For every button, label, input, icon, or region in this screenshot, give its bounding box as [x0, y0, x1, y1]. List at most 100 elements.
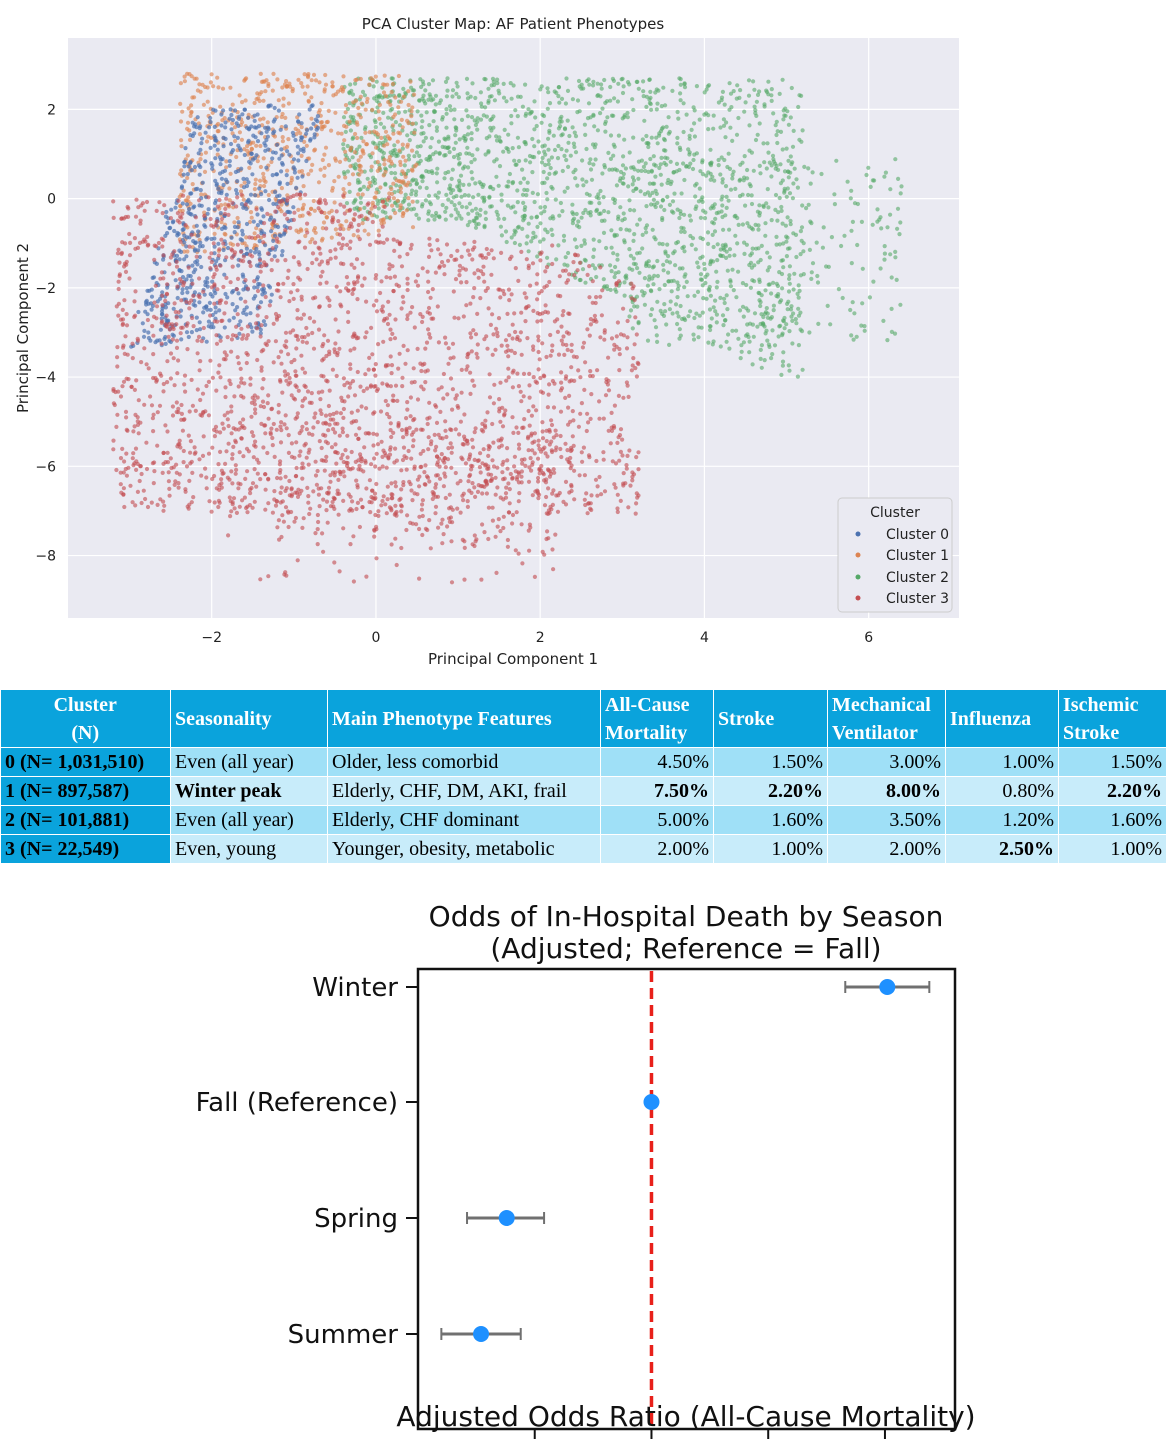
scatter-point-cluster-1 [396, 105, 400, 109]
scatter-point-cluster-3 [116, 314, 120, 318]
scatter-point-cluster-0 [198, 327, 202, 331]
scatter-point-cluster-3 [300, 526, 304, 530]
scatter-point-cluster-2 [779, 130, 783, 134]
scatter-point-cluster-3 [125, 260, 129, 264]
scatter-point-cluster-1 [411, 122, 415, 126]
scatter-point-cluster-2 [532, 144, 536, 148]
scatter-point-cluster-1 [382, 221, 386, 225]
scatter-point-cluster-2 [626, 115, 630, 119]
scatter-point-cluster-2 [784, 240, 788, 244]
scatter-point-cluster-1 [281, 135, 285, 139]
scatter-point-cluster-3 [484, 289, 488, 293]
scatter-point-cluster-3 [439, 522, 443, 526]
scatter-point-cluster-3 [328, 423, 332, 427]
scatter-point-cluster-3 [393, 504, 397, 508]
scatter-point-cluster-2 [716, 242, 720, 246]
scatter-point-cluster-2 [723, 103, 727, 107]
scatter-point-cluster-0 [316, 126, 320, 130]
scatter-point-cluster-2 [617, 270, 621, 274]
scatter-point-cluster-2 [553, 89, 557, 93]
scatter-point-cluster-2 [713, 299, 717, 303]
scatter-point-cluster-0 [229, 142, 233, 146]
scatter-point-cluster-3 [566, 348, 570, 352]
scatter-point-cluster-3 [436, 247, 440, 251]
scatter-point-cluster-0 [216, 148, 220, 152]
scatter-point-cluster-3 [572, 273, 576, 277]
scatter-point-cluster-3 [410, 243, 414, 247]
scatter-point-cluster-3 [390, 371, 394, 375]
scatter-point-cluster-1 [213, 232, 217, 236]
scatter-point-cluster-3 [405, 277, 409, 281]
scatter-point-cluster-2 [797, 296, 801, 300]
scatter-point-cluster-0 [259, 192, 263, 196]
scatter-point-cluster-1 [390, 204, 394, 208]
scatter-point-cluster-3 [462, 314, 466, 318]
scatter-point-cluster-3 [220, 217, 224, 221]
scatter-point-cluster-2 [743, 204, 747, 208]
scatter-point-cluster-2 [770, 99, 774, 103]
scatter-point-cluster-2 [577, 79, 581, 83]
scatter-point-cluster-2 [622, 182, 626, 186]
scatter-point-cluster-3 [554, 448, 558, 452]
scatter-point-cluster-3 [327, 486, 331, 490]
scatter-point-cluster-3 [612, 343, 616, 347]
scatter-point-cluster-2 [457, 179, 461, 183]
scatter-point-cluster-2 [679, 230, 683, 234]
scatter-point-cluster-2 [654, 325, 658, 329]
scatter-point-cluster-3 [341, 416, 345, 420]
scatter-point-cluster-0 [207, 125, 211, 129]
scatter-point-cluster-3 [297, 263, 301, 267]
scatter-point-cluster-3 [537, 439, 541, 443]
scatter-point-cluster-2 [410, 189, 414, 193]
scatter-point-cluster-2 [660, 218, 664, 222]
scatter-point-cluster-1 [405, 208, 409, 212]
scatter-point-cluster-3 [497, 397, 501, 401]
scatter-point-cluster-2 [730, 329, 734, 333]
scatter-point-cluster-2 [750, 193, 754, 197]
scatter-point-cluster-2 [506, 133, 510, 137]
scatter-point-cluster-3 [475, 312, 479, 316]
scatter-point-cluster-0 [249, 124, 253, 128]
scatter-point-cluster-2 [591, 142, 595, 146]
scatter-point-cluster-2 [709, 172, 713, 176]
scatter-point-cluster-0 [143, 310, 147, 314]
scatter-point-cluster-3 [536, 457, 540, 461]
scatter-point-cluster-2 [571, 125, 575, 129]
scatter-point-cluster-3 [399, 487, 403, 491]
scatter-point-cluster-3 [448, 427, 452, 431]
scatter-point-cluster-3 [352, 218, 356, 222]
scatter-point-cluster-3 [201, 392, 205, 396]
scatter-point-cluster-2 [542, 170, 546, 174]
scatter-point-cluster-2 [575, 184, 579, 188]
scatter-point-cluster-2 [890, 307, 894, 311]
scatter-point-cluster-3 [121, 308, 125, 312]
scatter-point-cluster-2 [591, 83, 595, 87]
scatter-point-cluster-2 [655, 333, 659, 337]
scatter-point-cluster-2 [589, 167, 593, 171]
scatter-point-cluster-3 [175, 339, 179, 343]
scatter-point-cluster-3 [625, 467, 629, 471]
scatter-point-cluster-2 [374, 125, 378, 129]
scatter-point-cluster-3 [305, 341, 309, 345]
scatter-point-cluster-0 [168, 226, 172, 230]
scatter-point-cluster-2 [709, 206, 713, 210]
scatter-point-cluster-2 [545, 197, 549, 201]
scatter-point-cluster-2 [405, 133, 409, 137]
scatter-point-cluster-2 [694, 207, 698, 211]
scatter-point-cluster-2 [403, 163, 407, 167]
scatter-point-cluster-3 [187, 306, 191, 310]
scatter-point-cluster-3 [334, 462, 338, 466]
scatter-point-cluster-3 [398, 352, 402, 356]
scatter-point-cluster-3 [132, 461, 136, 465]
scatter-point-cluster-3 [440, 518, 444, 522]
scatter-point-cluster-2 [751, 323, 755, 327]
scatter-point-cluster-3 [179, 216, 183, 220]
scatter-point-cluster-3 [396, 367, 400, 371]
scatter-point-cluster-2 [592, 238, 596, 242]
scatter-point-cluster-3 [371, 220, 375, 224]
scatter-point-cluster-1 [374, 146, 378, 150]
scatter-point-cluster-2 [692, 316, 696, 320]
scatter-point-cluster-2 [509, 121, 513, 125]
scatter-point-cluster-3 [234, 325, 238, 329]
scatter-point-cluster-3 [393, 317, 397, 321]
